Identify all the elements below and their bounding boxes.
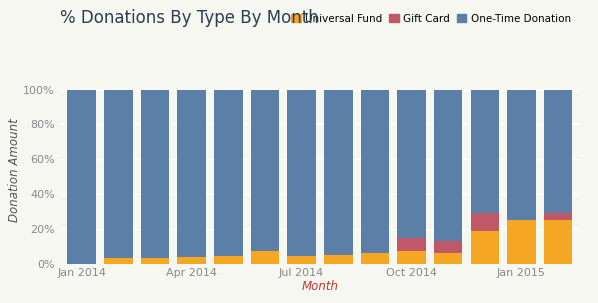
Y-axis label: Donation Amount: Donation Amount — [8, 118, 20, 221]
Bar — [214, 256, 243, 264]
Legend: Universal Fund, Gift Card, One-Time Donation: Universal Fund, Gift Card, One-Time Dona… — [287, 10, 575, 28]
Bar — [544, 220, 572, 264]
Bar — [361, 253, 389, 264]
Bar — [104, 258, 133, 264]
Bar — [178, 257, 206, 264]
Bar — [251, 251, 279, 264]
Bar — [68, 90, 96, 264]
Bar — [287, 90, 316, 256]
Bar — [471, 90, 499, 213]
Bar — [361, 90, 389, 253]
Bar — [287, 256, 316, 264]
Bar — [507, 90, 536, 220]
Bar — [141, 258, 169, 264]
Bar — [471, 213, 499, 231]
Bar — [397, 251, 426, 264]
Bar — [434, 241, 462, 253]
Bar — [251, 90, 279, 251]
Bar — [178, 90, 206, 257]
Bar — [544, 213, 572, 220]
Bar — [471, 231, 499, 264]
Bar — [141, 90, 169, 258]
Bar — [397, 238, 426, 251]
Bar — [434, 90, 462, 241]
Bar — [434, 253, 462, 264]
Bar — [324, 90, 353, 255]
Bar — [324, 255, 353, 264]
Bar — [544, 90, 572, 213]
Bar — [397, 90, 426, 238]
Bar — [104, 90, 133, 258]
Bar — [507, 220, 536, 264]
X-axis label: Month: Month — [301, 280, 338, 293]
Text: % Donations By Type By Month: % Donations By Type By Month — [60, 9, 319, 27]
Bar — [214, 90, 243, 256]
